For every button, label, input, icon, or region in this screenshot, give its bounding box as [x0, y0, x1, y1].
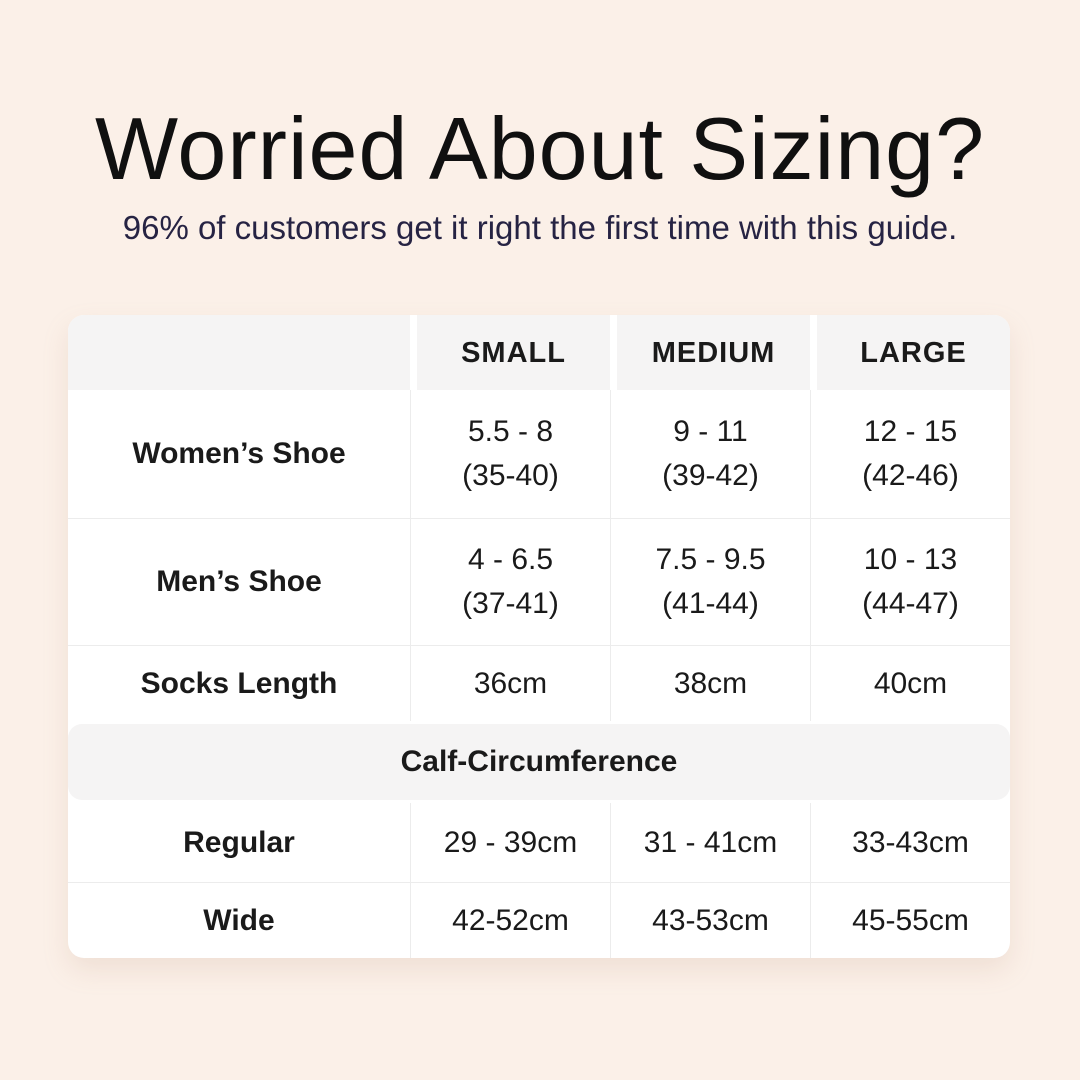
value-line: 12 - 15: [863, 415, 958, 448]
page-title: Worried About Sizing?: [94, 99, 986, 198]
row-label-wide: Wide: [68, 882, 410, 958]
cell-mens-medium: 7.5 - 9.5 (41-44): [610, 518, 810, 645]
table-header-row: SMALL MEDIUM LARGE: [68, 315, 1010, 390]
table-row: Men’s Shoe 4 - 6.5 (37-41) 7.5 - 9.5 (41…: [68, 518, 1010, 645]
header-cell-medium: MEDIUM: [610, 315, 810, 390]
cell-womens-large: 12 - 15 (42-46): [810, 390, 1010, 518]
header-cell-empty: [68, 315, 410, 390]
cell-socks-small: 36cm: [410, 645, 610, 721]
value-line: 5.5 - 8: [467, 415, 554, 448]
value-line: 4 - 6.5: [467, 543, 554, 576]
table-row: Women’s Shoe 5.5 - 8 (35-40) 9 - 11 (39-…: [68, 390, 1010, 518]
sizing-table-card: SMALL MEDIUM LARGE Women’s Shoe 5.5 - 8 …: [68, 315, 1010, 958]
table-row: Socks Length 36cm 38cm 40cm: [68, 645, 1010, 721]
row-label-mens-shoe: Men’s Shoe: [68, 518, 410, 645]
value-line: 9 - 11: [673, 415, 748, 448]
row-label-womens-shoe: Women’s Shoe: [132, 437, 346, 470]
cell-womens-small: 5.5 - 8 (35-40): [410, 390, 610, 518]
value-line: (42-46): [862, 459, 959, 492]
cell-socks-medium: 38cm: [610, 645, 810, 721]
table-row: Wide 42-52cm 43-53cm 45-55cm: [68, 882, 1010, 958]
table-row: Regular 29 - 39cm 31 - 41cm 33-43cm: [68, 803, 1010, 882]
cell-mens-small: 4 - 6.5 (37-41): [410, 518, 610, 645]
page-subtitle: 96% of customers get it right the first …: [122, 209, 958, 246]
cell-regular-medium: 31 - 41cm: [610, 803, 810, 882]
value-line: 10 - 13: [863, 543, 958, 576]
row-label-regular: Regular: [183, 825, 295, 859]
value-line: (37-41): [462, 587, 559, 620]
table-body-lower: Regular 29 - 39cm 31 - 41cm 33-43cm Wide…: [68, 803, 1010, 958]
calf-circumference-section-header: Calf-Circumference: [68, 724, 1010, 800]
cell-wide-large: 45-55cm: [810, 882, 1010, 958]
value-line: (35-40): [462, 459, 559, 492]
cell-wide-medium: 43-53cm: [610, 882, 810, 958]
header-cell-small: SMALL: [410, 315, 610, 390]
row-label-socks-length: Socks Length: [68, 645, 410, 721]
value-line: 7.5 - 9.5: [655, 543, 766, 576]
cell-socks-large: 40cm: [810, 645, 1010, 721]
table-body-upper: Women’s Shoe 5.5 - 8 (35-40) 9 - 11 (39-…: [68, 390, 1010, 721]
value-line: (41-44): [662, 587, 759, 620]
value-line: (39-42): [662, 459, 759, 492]
cell-womens-medium: 9 - 11 (39-42): [610, 390, 810, 518]
cell-mens-large: 10 - 13 (44-47): [810, 518, 1010, 645]
cell-regular-small: 29 - 39cm: [410, 803, 610, 882]
header-cell-large: LARGE: [810, 315, 1010, 390]
cell-wide-small: 42-52cm: [410, 882, 610, 958]
value-line: (44-47): [862, 587, 959, 620]
cell-regular-large: 33-43cm: [810, 803, 1010, 882]
